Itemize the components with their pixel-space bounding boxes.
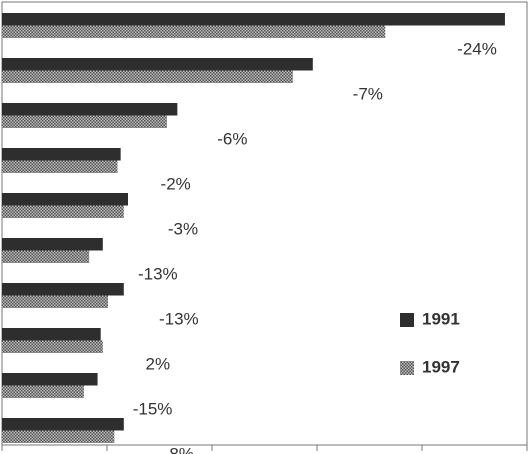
- frame: [1, 1, 528, 446]
- bar: [2, 340, 103, 353]
- change-label: -6%: [217, 129, 247, 148]
- bar: [2, 148, 121, 161]
- bar: [2, 70, 293, 83]
- bar: [2, 250, 90, 263]
- change-label: -7%: [353, 84, 383, 103]
- bar: [2, 205, 124, 218]
- bar: [2, 103, 178, 116]
- bar: [2, 328, 101, 341]
- bar: [2, 115, 167, 128]
- legend-swatch: [400, 361, 414, 375]
- bar: [2, 160, 118, 173]
- bar: [2, 193, 128, 206]
- change-label: -3%: [168, 219, 198, 238]
- change-label: -24%: [457, 39, 497, 58]
- legend-label: 1991: [422, 309, 460, 328]
- legend-swatch: [400, 313, 414, 327]
- bar: [2, 385, 84, 398]
- change-label: -13%: [159, 309, 199, 328]
- change-label: -8%: [164, 444, 194, 454]
- bar: [2, 430, 115, 443]
- bar: [2, 25, 386, 38]
- bar: [2, 418, 124, 431]
- bar: [2, 238, 103, 251]
- change-label: -13%: [138, 264, 178, 283]
- bar: [2, 58, 313, 71]
- bar: [2, 373, 98, 386]
- bar: [2, 13, 505, 26]
- legend-label: 1997: [422, 357, 460, 376]
- bar: [2, 283, 124, 296]
- change-label: 2%: [146, 354, 171, 373]
- change-label: -15%: [133, 399, 173, 418]
- bar: [2, 295, 109, 308]
- change-label: -2%: [161, 174, 191, 193]
